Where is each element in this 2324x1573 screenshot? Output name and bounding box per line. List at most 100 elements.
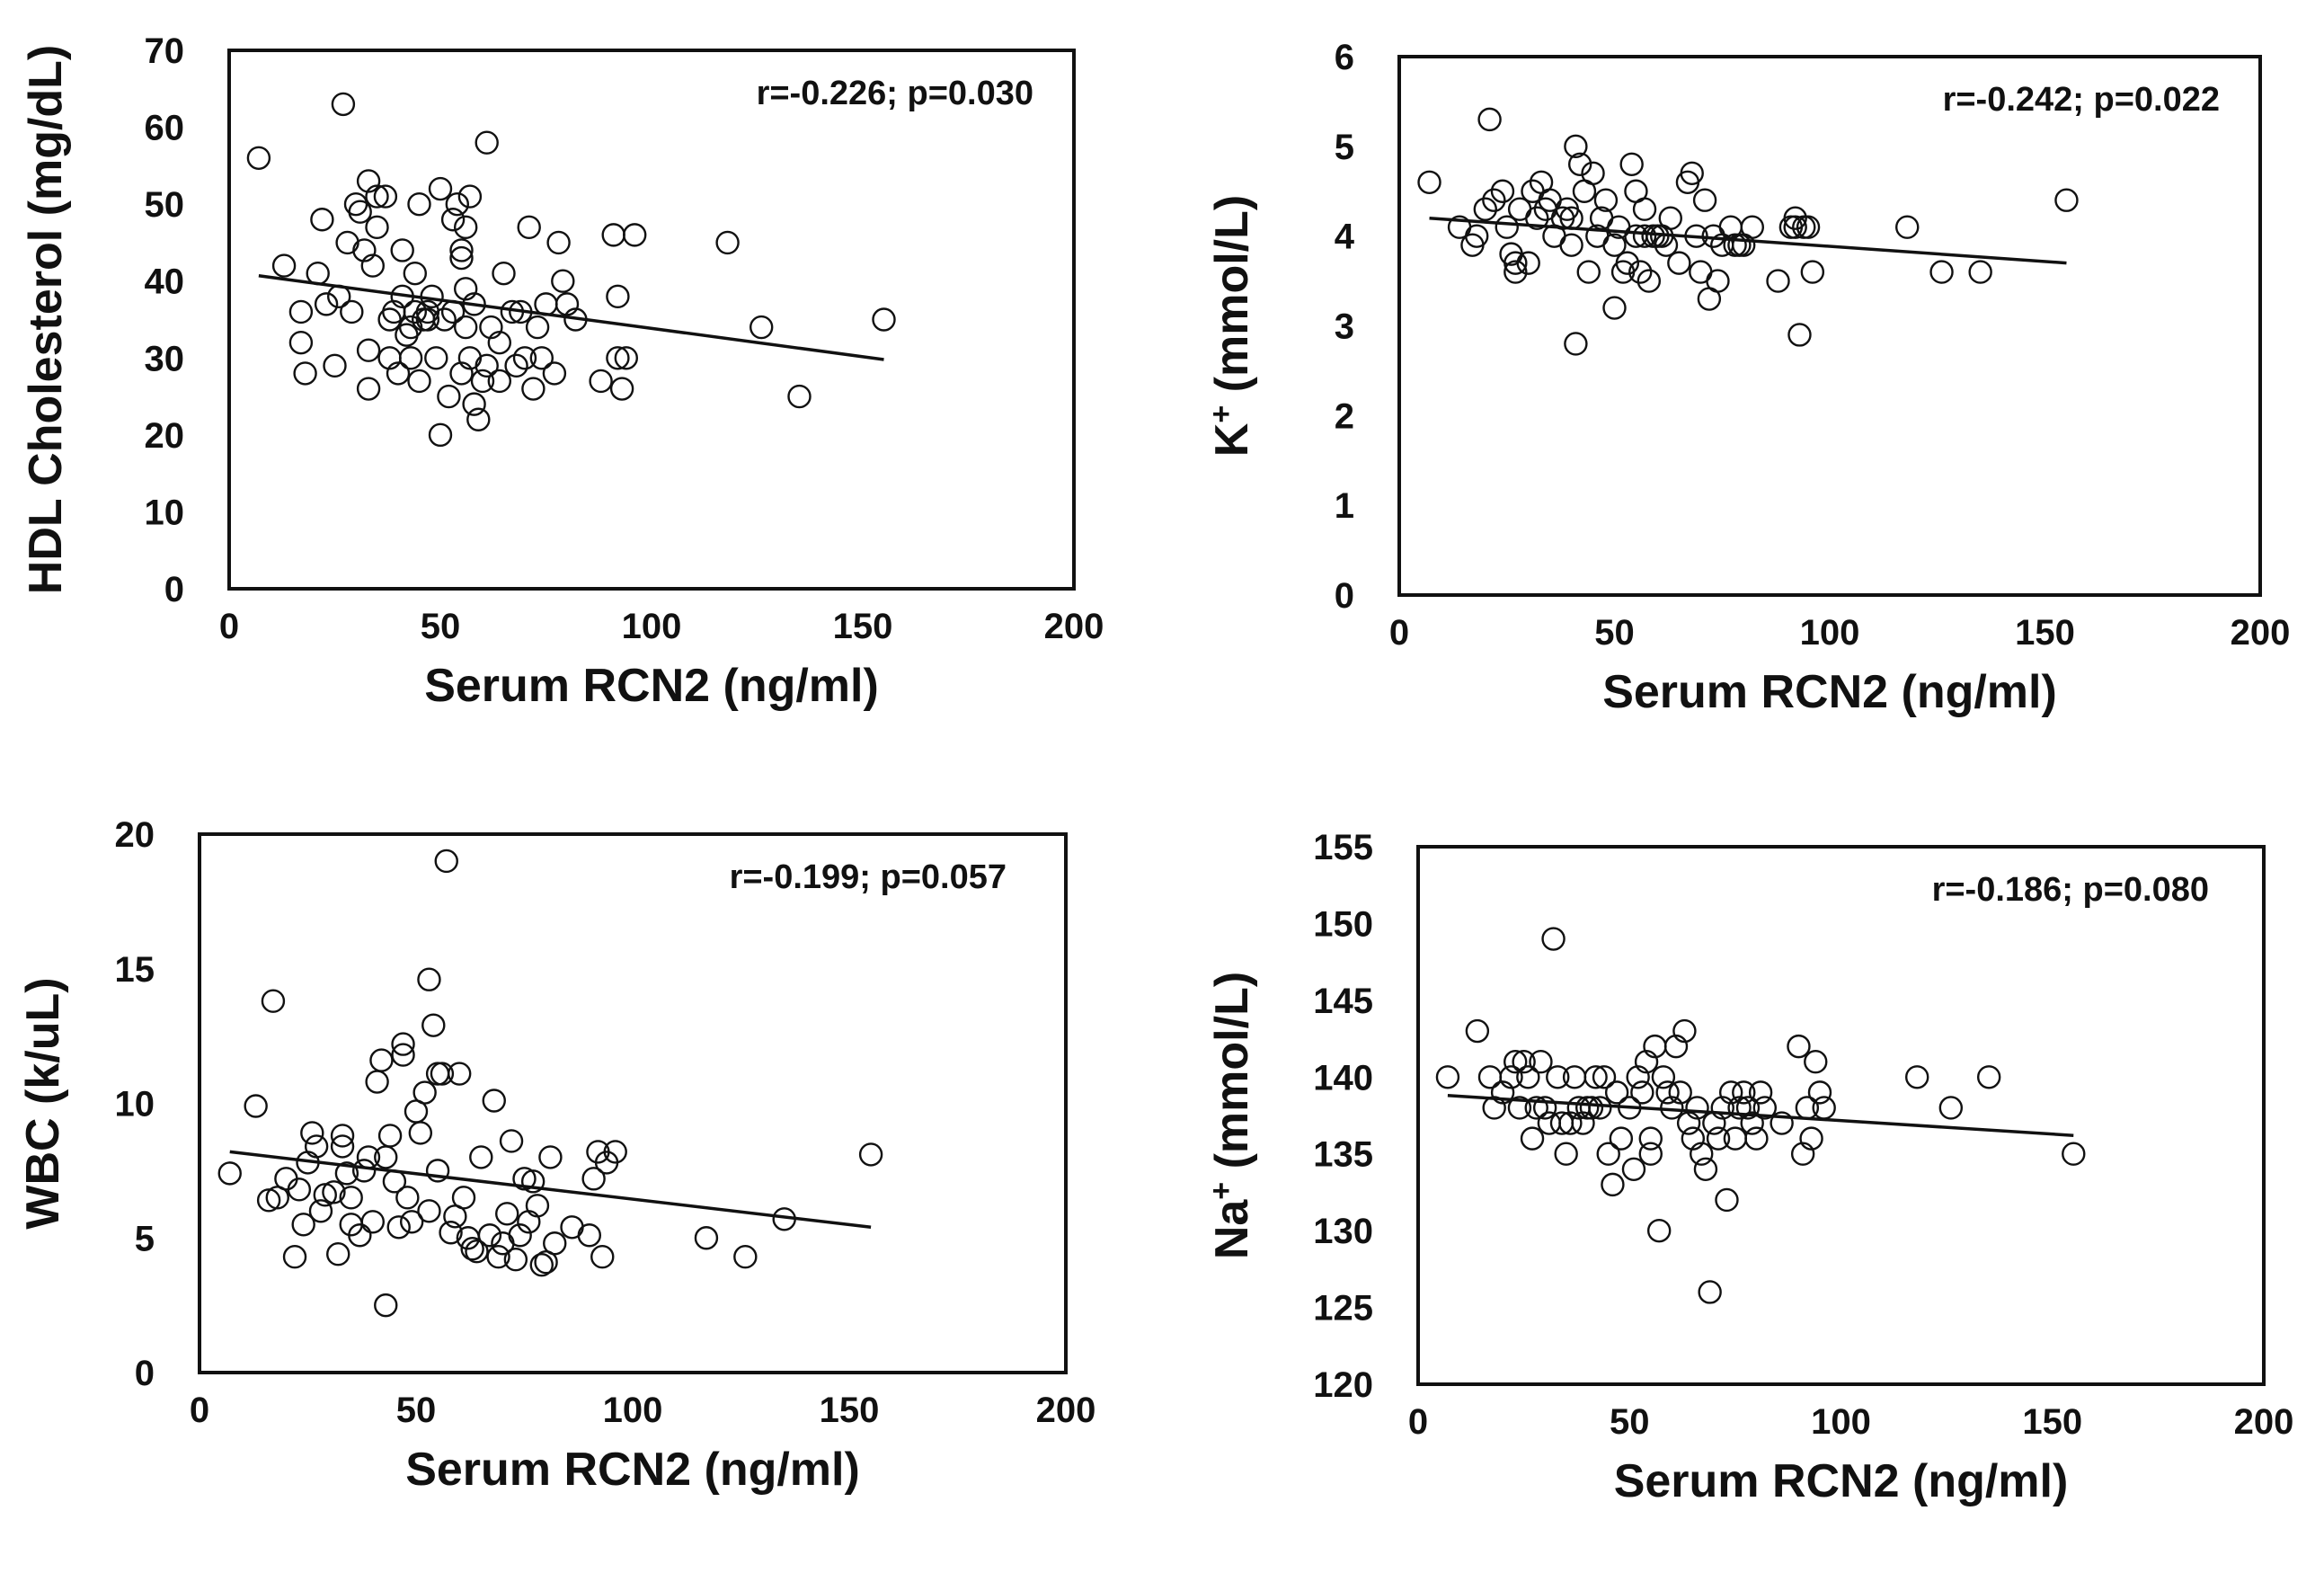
potassium-data-point — [1525, 206, 1549, 230]
hdl-y-tick-label: 30 — [145, 339, 185, 378]
wbc-data-point — [529, 1252, 554, 1277]
wbc-data-point — [581, 1167, 606, 1191]
wbc-data-point — [417, 1199, 441, 1223]
sodium-data-point — [1740, 1111, 1764, 1135]
hdl-data-point — [479, 315, 503, 340]
sodium-data-point — [1752, 1096, 1778, 1120]
potassium-data-point — [1504, 251, 1528, 275]
wbc-data-point — [590, 1245, 615, 1269]
hdl-y-tick-label: 40 — [145, 262, 185, 302]
hdl-data-point — [449, 238, 474, 262]
potassium-data-point — [1787, 323, 1812, 347]
potassium-y-tick-label: 4 — [1335, 218, 1355, 257]
hdl-data-point — [340, 299, 364, 324]
wbc-y-tick-label: 5 — [135, 1219, 155, 1258]
potassium-x-tick-label: 200 — [2231, 613, 2291, 653]
hdl-data-point — [390, 238, 414, 262]
wbc-y-axis-title: WBC (k/uL) — [17, 977, 69, 1229]
hdl-data-point — [403, 299, 427, 324]
hdl-data-point — [288, 299, 314, 324]
sodium-data-point — [1795, 1096, 1820, 1120]
potassium-data-point — [1929, 260, 1954, 284]
potassium-data-point — [1504, 260, 1528, 284]
hdl-data-point — [373, 184, 398, 209]
sodium-data-point — [1807, 1080, 1832, 1105]
potassium-data-point — [1619, 152, 1644, 177]
potassium-y-axis-title-main: K — [1206, 422, 1258, 457]
hdl-data-point — [424, 346, 448, 370]
potassium-data-point — [1680, 161, 1704, 185]
wbc-data-point — [508, 1223, 532, 1248]
sodium-data-point — [1655, 1080, 1680, 1105]
sodium-data-point — [1626, 1065, 1650, 1089]
wbc-x-tick-label: 150 — [820, 1391, 880, 1430]
potassium-data-point — [1800, 260, 1825, 284]
hdl-x-tick-label: 50 — [421, 607, 461, 646]
sodium-x-tick-label: 50 — [1610, 1402, 1650, 1442]
sodium-data-point — [1558, 1111, 1583, 1135]
hdl-data-point — [606, 346, 630, 370]
sodium-data-point — [1804, 1049, 1828, 1074]
sodium-data-point — [1672, 1018, 1697, 1044]
wbc-data-point — [495, 1202, 519, 1226]
sodium-y-tick-label: 135 — [1313, 1135, 1373, 1175]
wbc-data-point — [434, 849, 458, 874]
hdl-data-point — [310, 208, 334, 232]
potassium-y-tick-label: 3 — [1335, 307, 1354, 347]
wbc-x-tick-label: 50 — [396, 1391, 437, 1430]
sodium-data-point — [1609, 1126, 1634, 1151]
sodium-data-point — [1529, 1049, 1553, 1074]
potassium-data-point — [1628, 260, 1653, 284]
wbc-data-point — [334, 1161, 359, 1186]
wbc-data-point — [417, 967, 441, 991]
hdl-data-point — [546, 230, 571, 255]
sodium-data-point — [1499, 1065, 1523, 1089]
sodium-x-tick-label: 0 — [1408, 1402, 1428, 1442]
hdl-data-point — [454, 215, 478, 240]
wbc-y-tick-label: 15 — [115, 950, 155, 990]
wbc-data-point — [469, 1145, 493, 1169]
hdl-data-point — [551, 269, 575, 293]
wbc-data-point — [391, 1043, 415, 1067]
sodium-data-point — [1770, 1111, 1794, 1135]
hdl-data-point — [356, 169, 381, 193]
potassium-data-point — [2054, 188, 2079, 212]
hdl-trendline — [258, 273, 884, 361]
sodium-data-point — [1668, 1080, 1692, 1105]
hdl-data-point — [415, 307, 440, 332]
hdl-data-point — [348, 200, 372, 224]
potassium-data-point — [1637, 269, 1662, 293]
sodium-data-point — [1630, 1080, 1654, 1105]
hdl-data-point — [504, 353, 528, 378]
potassium-data-point — [1417, 170, 1441, 194]
hdl-data-point — [293, 361, 317, 386]
potassium-data-point — [1706, 269, 1730, 293]
wbc-data-point — [439, 1221, 463, 1245]
potassium-data-point — [1796, 215, 1821, 239]
wbc-data-point — [360, 1210, 385, 1234]
wbc-data-point — [322, 1180, 346, 1204]
sodium-data-point — [1690, 1142, 1714, 1166]
sodium-data-point — [1490, 1080, 1515, 1105]
sodium-data-point — [1512, 1049, 1536, 1074]
sodium-data-point — [1571, 1111, 1595, 1135]
wbc-x-tick-label: 200 — [1036, 1391, 1096, 1430]
hdl-data-point — [331, 92, 356, 117]
wbc-data-point — [395, 1186, 420, 1210]
hdl-data-point — [601, 223, 625, 247]
potassium-data-point — [1740, 215, 1764, 239]
sodium-data-point — [1715, 1187, 1739, 1213]
wbc-y-tick-label: 20 — [115, 815, 155, 855]
wbc-data-point — [448, 1062, 472, 1086]
hdl-data-point — [529, 346, 554, 370]
potassium-y-tick-label: 5 — [1335, 128, 1354, 167]
sodium-data-point — [1748, 1080, 1773, 1105]
sodium-data-point — [1904, 1065, 1929, 1089]
sodium-y-tick-label: 140 — [1313, 1058, 1373, 1098]
wbc-panel: 0 50 100 150 200 0 5 10 15 20 Serum RCN2 (ng/ml) WB… — [17, 815, 1095, 1496]
potassium-data-point — [1559, 233, 1583, 257]
sodium-data-point — [1732, 1080, 1756, 1105]
sodium-data-point — [1812, 1096, 1836, 1120]
sodium-x-tick-label: 100 — [1811, 1402, 1871, 1442]
wbc-data-point — [287, 1178, 312, 1202]
